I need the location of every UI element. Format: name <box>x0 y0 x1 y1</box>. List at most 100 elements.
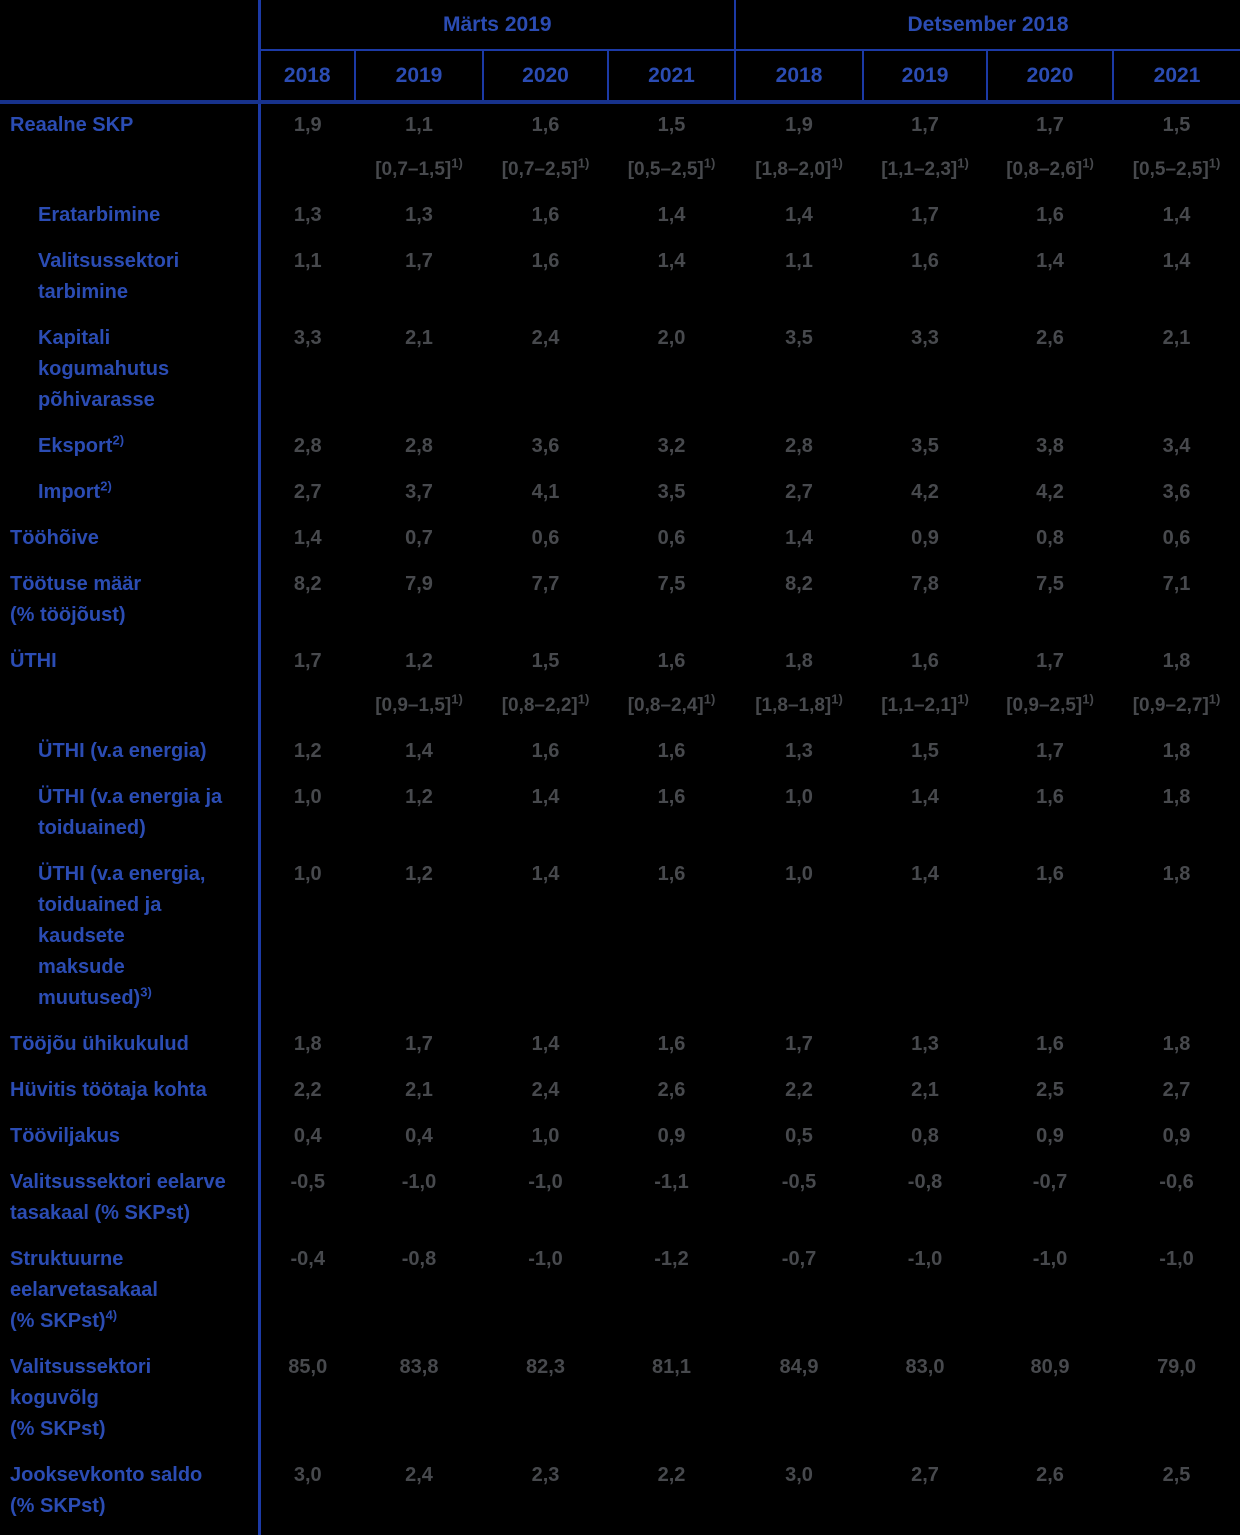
value-cell: 1,4 <box>483 853 608 1023</box>
value-text: 1,8 <box>293 1033 322 1055</box>
value-cell: -0,4 <box>259 1238 355 1346</box>
value-cell: 3,0 <box>259 1454 355 1535</box>
value-text: 1,4 <box>293 527 322 549</box>
value-text: 2,5 <box>1036 1079 1064 1101</box>
value-cell: 1,6 <box>608 776 735 853</box>
row-label: Eratarbimine <box>0 194 261 240</box>
value-text: 1,9 <box>293 114 322 136</box>
value-text: 4,2 <box>1036 481 1064 503</box>
value-text: 1,7 <box>405 250 433 272</box>
value-text: 7,7 <box>531 573 560 595</box>
value-text: 0,7 <box>405 527 433 549</box>
footnote-mark: 1) <box>957 691 969 707</box>
value-text: -1,2 <box>654 1248 689 1270</box>
value-cell: 1,5 <box>863 730 987 776</box>
footnote-mark: 1) <box>577 691 590 707</box>
table-row: Eksport2) 2,8 2,8 3,6 3,2 2,8 3,5 3,8 3,4 <box>0 425 1240 471</box>
range-text: [1,1–2,3]1) <box>881 155 969 180</box>
footnote-mark: 1) <box>1208 691 1221 707</box>
year-header: 2019 <box>862 50 988 104</box>
value-text: 3,5 <box>911 435 939 457</box>
value-cell: 2,1 <box>1113 317 1240 425</box>
table-row: Reaalne SKP 1,9 1,1 [0,7–1,5]1) 1,6 [0,7–2,5]… <box>0 102 1240 194</box>
table-row: Tööhõive 1,4 0,7 0,6 0,6 1,4 0,9 0,8 0,6 <box>0 517 1240 563</box>
value-cell: 1,0 <box>259 853 355 1023</box>
value-text: 3,8 <box>1036 435 1064 457</box>
value-cell: 2,1 <box>355 317 483 425</box>
value-text: 1,4 <box>911 863 939 885</box>
value-text: 7,5 <box>657 573 686 595</box>
value-text: 1,0 <box>531 1125 560 1147</box>
value-cell: -1,0 <box>1113 1238 1240 1346</box>
range-text: [0,9–1,5]1) <box>375 691 463 716</box>
value-cell: 1,6 <box>483 194 608 240</box>
range-text: [0,9–2,5]1) <box>1006 691 1094 716</box>
value-cell: -0,5 <box>735 1161 863 1238</box>
value-cell: 7,5 <box>608 563 735 640</box>
value-text: 2,4 <box>531 1079 560 1101</box>
value-cell: 1,4 <box>259 517 355 563</box>
row-label: Tööviljakus <box>0 1115 261 1161</box>
value-cell: 1,3 <box>863 1023 987 1069</box>
value-cell: 3,5 <box>608 471 735 517</box>
value-cell: 2,6 <box>608 1069 735 1115</box>
value-text: 2,1 <box>911 1079 939 1101</box>
value-text: 1,6 <box>1036 786 1064 808</box>
value-text: 80,9 <box>1030 1356 1070 1378</box>
row-label: Kapitali kogumahutus põhivarasse <box>0 317 261 425</box>
table-row: Valitsussektori eelarve tasakaal (% SKPst… <box>0 1161 1240 1238</box>
value-text: 1,3 <box>911 1033 939 1055</box>
value-text: 1,8 <box>1162 786 1191 808</box>
value-cell: -1,1 <box>608 1161 735 1238</box>
value-text: -0,8 <box>907 1171 943 1193</box>
value-text: 1,4 <box>785 204 813 226</box>
value-cell: 1,6 <box>608 853 735 1023</box>
value-text: 0,8 <box>1036 527 1064 549</box>
value-text: 1,5 <box>657 114 686 136</box>
value-text: 1,4 <box>531 863 560 885</box>
value-text: 84,9 <box>779 1356 819 1378</box>
corner-cell <box>0 50 261 104</box>
value-cell: 2,8 <box>735 425 863 471</box>
value-cell: -1,0 <box>355 1161 483 1238</box>
value-cell: 79,0 <box>1113 1346 1240 1454</box>
value-text: 0,9 <box>911 527 939 549</box>
value-cell: 80,9 <box>987 1346 1113 1454</box>
value-cell: 1,5 [0,5–2,5]1) <box>608 102 735 194</box>
footnote-mark: 1) <box>577 155 590 171</box>
value-text: 2,7 <box>293 481 322 503</box>
value-text: 2,6 <box>657 1079 686 1101</box>
value-cell: 84,9 <box>735 1346 863 1454</box>
value-cell: 1,3 <box>355 194 483 240</box>
value-cell: 0,9 <box>863 517 987 563</box>
table-body: Reaalne SKP 1,9 1,1 [0,7–1,5]1) 1,6 [0,7–2,5]… <box>0 102 1240 1535</box>
value-cell: 1,0 <box>735 776 863 853</box>
value-text: 1,4 <box>657 250 686 272</box>
value-cell: 1,8 [0,9–2,7]1) <box>1113 640 1240 730</box>
value-text: 1,6 <box>531 250 560 272</box>
column-group-detsember-2018: Detsember 2018 <box>734 0 1240 51</box>
value-cell: 1,4 <box>863 853 987 1023</box>
value-text: 1,5 <box>531 650 560 672</box>
range-text: [0,5–2,5]1) <box>1132 155 1221 180</box>
value-text: 3,5 <box>785 327 813 349</box>
value-text: -1,0 <box>528 1171 563 1193</box>
value-cell: 1,1 [0,7–1,5]1) <box>355 102 483 194</box>
value-text: 3,0 <box>785 1464 813 1486</box>
value-text: -0,5 <box>781 1171 817 1193</box>
value-cell: 1,4 <box>735 194 863 240</box>
footnote-mark: 1) <box>451 691 463 707</box>
value-text: 1,6 <box>657 650 686 672</box>
value-cell: 2,2 <box>608 1454 736 1535</box>
table-row: Kapitali kogumahutus põhivarasse 3,3 2,1 2,4 2… <box>0 317 1240 425</box>
table-header: Märts 2019 Detsember 2018 2018 2019 2020… <box>0 0 1240 104</box>
table-row: Hüvitis töötaja kohta 2,2 2,1 2,4 2,6 2,2 2,1 2… <box>0 1069 1240 1115</box>
value-cell: 2,3 <box>483 1454 608 1535</box>
value-text: 3,3 <box>293 327 322 349</box>
value-cell: 2,4 <box>355 1454 483 1535</box>
value-cell: 4,1 <box>483 471 608 517</box>
range-text: [0,5–2,5]1) <box>627 155 716 180</box>
value-cell: 81,1 <box>608 1346 735 1454</box>
value-text: 1,6 <box>1036 863 1064 885</box>
